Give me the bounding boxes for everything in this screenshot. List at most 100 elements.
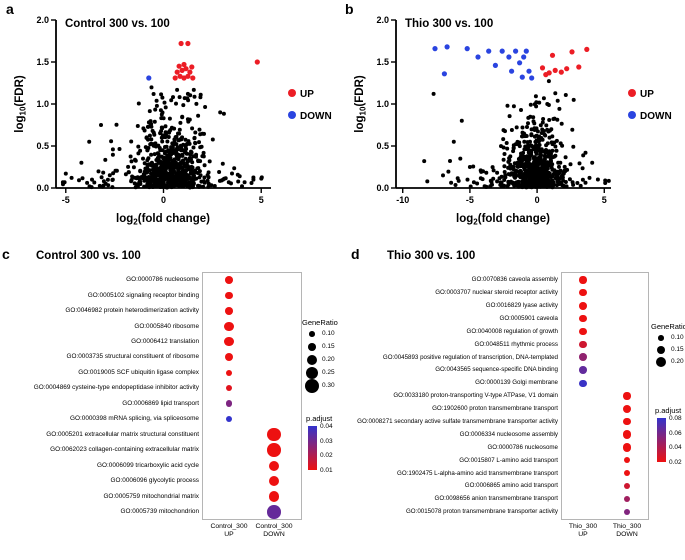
data-point xyxy=(554,138,559,143)
data-point xyxy=(138,168,143,173)
data-point xyxy=(142,184,147,189)
data-point xyxy=(542,183,547,188)
padjust-gradient-bar xyxy=(308,426,317,470)
data-point xyxy=(544,148,549,153)
data-point xyxy=(145,170,150,175)
data-point xyxy=(240,184,244,189)
data-point xyxy=(567,177,572,182)
data-point xyxy=(101,183,106,188)
data-point xyxy=(491,168,496,173)
data-point xyxy=(99,175,104,180)
data-point xyxy=(128,154,133,159)
data-point xyxy=(524,134,529,138)
y-tick-label: 0.0 xyxy=(376,183,389,193)
data-point xyxy=(142,161,147,166)
data-point xyxy=(196,166,201,171)
data-point xyxy=(176,138,181,143)
data-point xyxy=(548,158,553,162)
data-point xyxy=(537,100,542,105)
size-legend-label: 0.10 xyxy=(671,334,684,341)
data-point xyxy=(508,162,513,167)
data-point xyxy=(448,159,452,163)
data-point xyxy=(516,157,521,161)
data-point xyxy=(529,132,534,137)
data-point xyxy=(511,164,516,169)
data-point xyxy=(136,101,141,106)
data-point xyxy=(533,168,538,173)
data-point xyxy=(533,94,538,99)
data-point xyxy=(165,139,170,144)
go-term-label: GO:0006869 lipid transport xyxy=(122,399,199,407)
data-point xyxy=(190,183,195,188)
data-point xyxy=(502,164,507,169)
go-term-label: GO:0005901 caveola xyxy=(499,314,558,322)
data-point xyxy=(166,148,171,153)
data-point xyxy=(545,141,550,146)
down-point xyxy=(521,54,527,60)
data-point xyxy=(495,179,500,184)
down-point xyxy=(523,48,529,54)
data-point xyxy=(163,124,168,129)
data-point xyxy=(207,159,212,164)
data-point xyxy=(177,172,182,177)
data-point xyxy=(159,154,164,159)
data-point xyxy=(570,127,575,132)
data-point xyxy=(150,128,155,133)
data-point xyxy=(535,164,540,169)
data-point xyxy=(553,153,558,158)
data-point xyxy=(501,137,506,142)
data-point xyxy=(550,178,555,183)
data-point xyxy=(532,134,537,139)
data-point xyxy=(545,165,550,170)
data-point xyxy=(520,134,524,139)
go-dot xyxy=(579,301,587,310)
data-point xyxy=(185,151,190,156)
chart-title: Thio 300 vs. 100 xyxy=(405,18,493,30)
y-axis-title: log10(FDR) xyxy=(354,75,368,133)
column-label-line: DOWN xyxy=(616,531,638,539)
padjust-legend-title: p.adjust xyxy=(655,406,682,415)
data-point xyxy=(158,175,163,180)
padjust-scale-label: 0.08 xyxy=(669,415,682,422)
data-point xyxy=(193,130,198,135)
data-point xyxy=(141,156,145,161)
data-point xyxy=(130,174,135,179)
data-point xyxy=(171,95,175,100)
scatter-cloud xyxy=(60,85,264,190)
data-point xyxy=(534,143,539,148)
padjust-legend-title: p.adjust xyxy=(306,414,333,423)
data-point xyxy=(129,178,134,182)
size-legend-label: 0.20 xyxy=(322,356,335,363)
go-term-label: GO:0008271 secondary active sulfate tran… xyxy=(357,417,558,425)
data-point xyxy=(129,159,134,164)
data-point xyxy=(133,158,138,163)
data-point xyxy=(557,106,562,111)
data-point xyxy=(129,139,134,144)
up-point xyxy=(552,67,558,73)
plot-panel xyxy=(561,272,649,520)
data-point xyxy=(153,107,158,112)
x-tick-label: -5 xyxy=(62,195,70,205)
data-point xyxy=(422,159,427,164)
go-term-label: GO:0004869 cysteine-type endopeptidase i… xyxy=(33,384,199,392)
data-point xyxy=(157,178,162,183)
dotplot-title: Thio 300 vs. 100 xyxy=(387,250,476,262)
data-point xyxy=(550,167,555,172)
column-label-line: DOWN xyxy=(263,531,285,539)
data-point xyxy=(123,172,128,177)
x-tick-label: 0 xyxy=(161,195,166,205)
data-point xyxy=(441,173,445,178)
data-point xyxy=(132,181,137,186)
padjust-scale-label: 0.02 xyxy=(669,459,682,466)
data-point xyxy=(148,119,153,124)
y-tick-label: 1.0 xyxy=(36,99,49,109)
y-axis-title: log10(FDR) xyxy=(14,75,28,133)
data-point xyxy=(144,177,149,182)
data-point xyxy=(541,96,546,101)
data-point xyxy=(524,172,529,177)
data-point xyxy=(191,145,196,150)
data-point xyxy=(136,144,141,149)
data-point xyxy=(109,139,114,144)
data-point xyxy=(181,182,186,187)
data-point xyxy=(527,143,532,148)
